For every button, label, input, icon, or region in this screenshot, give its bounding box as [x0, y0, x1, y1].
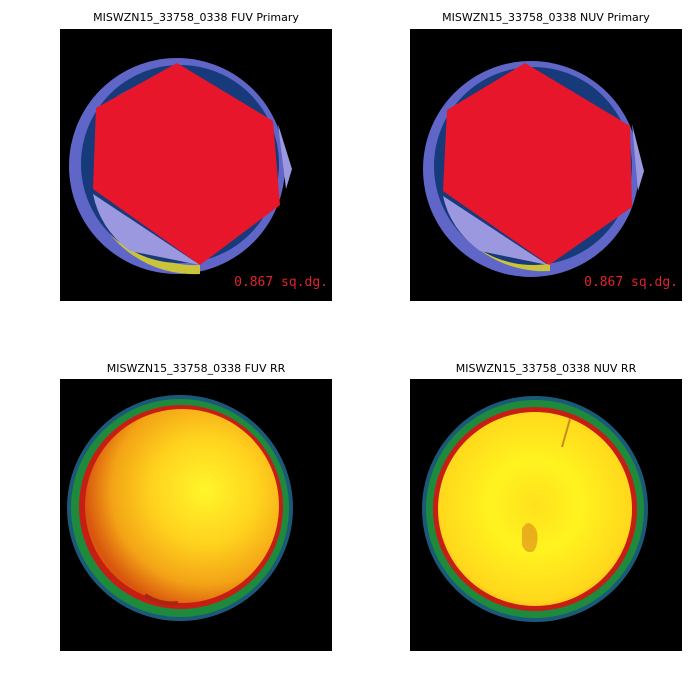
rr-central-feature	[522, 523, 538, 553]
area-label: 0.867 sq.dg.	[234, 275, 328, 290]
fuv-rr-image	[60, 379, 332, 651]
nuv-rr-image	[410, 379, 682, 651]
overlap-region	[632, 124, 644, 191]
fuv-rr-panel	[60, 379, 332, 651]
fuv-primary-title: MISWZN15_33758_0338 FUV Primary	[93, 11, 299, 24]
fuv-rr-title: MISWZN15_33758_0338 FUV RR	[106, 362, 286, 375]
overlap-region	[278, 124, 292, 189]
rr-streak	[561, 418, 571, 448]
nuv-primary-panel: 0.867 sq.dg.	[410, 29, 682, 301]
overlap-region	[443, 196, 548, 265]
area-label: 0.867 sq.dg.	[584, 275, 678, 290]
nuv-rr-title: MISWZN15_33758_0338 NUV RR	[455, 362, 637, 375]
rr-edge-artifact	[143, 593, 179, 606]
nuv-primary-title: MISWZN15_33758_0338 NUV Primary	[442, 11, 650, 24]
hexagon-footprint	[93, 63, 280, 265]
overlap-region	[93, 194, 200, 265]
fuv-primary-image	[60, 29, 332, 301]
hexagon-footprint	[443, 63, 632, 265]
nuv-rr-panel	[410, 379, 682, 651]
rr-response-disk	[438, 412, 632, 606]
rr-response-disk	[85, 409, 279, 603]
nuv-primary-image	[410, 29, 682, 301]
fuv-primary-panel: 0.867 sq.dg.	[60, 29, 332, 301]
